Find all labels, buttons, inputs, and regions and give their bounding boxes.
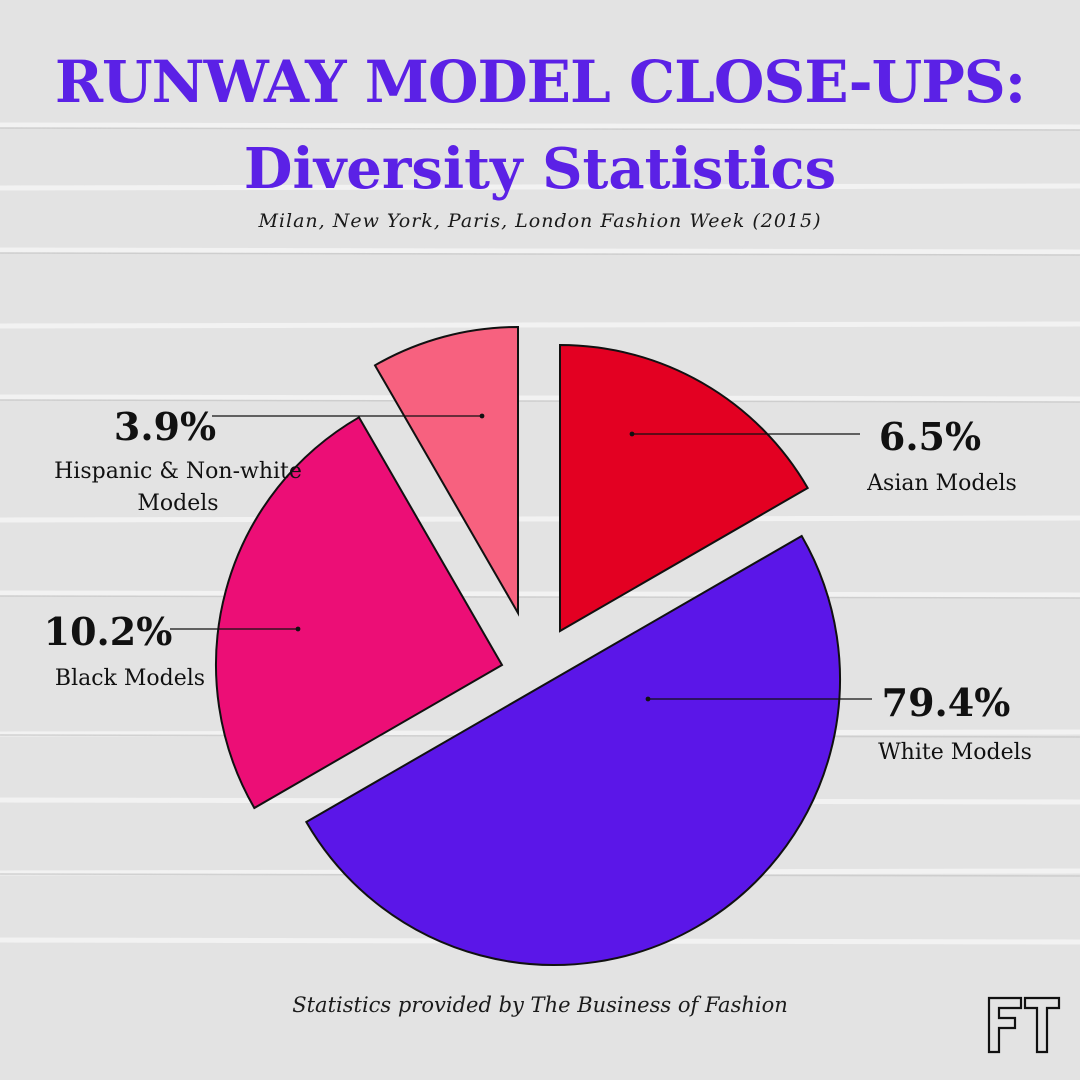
title: RUNWAY MODEL CLOSE-UPS:	[54, 48, 1026, 116]
slice-black	[215, 415, 504, 810]
category-label-asian: Asian Models	[866, 471, 1017, 496]
dot-white	[645, 696, 651, 702]
dot-asian	[629, 431, 635, 437]
subtitle: Diversity Statistics	[243, 136, 837, 202]
dot-hispanic	[479, 413, 485, 419]
category-label-white: White Models	[878, 740, 1032, 765]
slice-hispanic	[373, 325, 519, 617]
value-label-hispanic: 3.9%	[114, 404, 216, 449]
credit: Statistics provided by The Business of F…	[292, 993, 788, 1017]
category-label-hispanic: Models	[137, 491, 218, 516]
category-label-hispanic: Hispanic & Non-white	[54, 459, 302, 484]
dot-black	[295, 626, 301, 632]
value-label-black: 10.2%	[44, 609, 173, 654]
caption: Milan, New York, Paris, London Fashion W…	[258, 210, 822, 232]
slice-asian	[559, 343, 810, 633]
slice-white	[304, 534, 841, 966]
value-label-white: 79.4%	[882, 680, 1011, 725]
category-label-black: Black Models	[55, 666, 205, 691]
ft-logo	[987, 996, 1061, 1054]
value-label-asian: 6.5%	[879, 414, 981, 459]
